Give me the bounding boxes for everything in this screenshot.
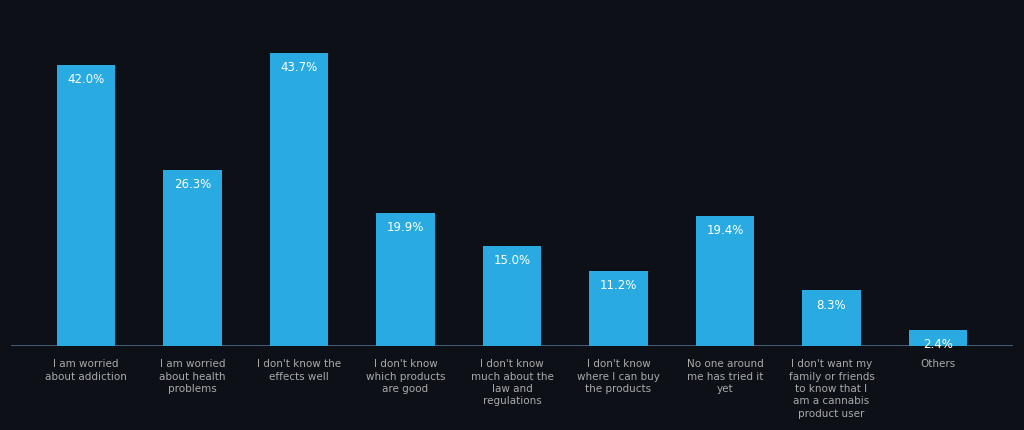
Bar [56,64,116,346]
Bar [269,53,329,346]
Text: 43.7%: 43.7% [281,61,317,74]
Text: 19.9%: 19.9% [387,221,424,234]
Bar [482,246,542,346]
Text: 15.0%: 15.0% [494,254,530,267]
Text: 42.0%: 42.0% [68,73,104,86]
Text: 11.2%: 11.2% [600,279,637,292]
Text: 19.4%: 19.4% [707,224,743,237]
Bar [802,291,861,346]
Bar [163,170,222,346]
Bar [908,330,968,346]
Bar [376,213,435,346]
Bar [589,271,648,346]
Text: 8.3%: 8.3% [817,298,847,311]
Bar [695,216,755,346]
Text: 2.4%: 2.4% [923,338,953,351]
Text: 26.3%: 26.3% [174,178,211,191]
